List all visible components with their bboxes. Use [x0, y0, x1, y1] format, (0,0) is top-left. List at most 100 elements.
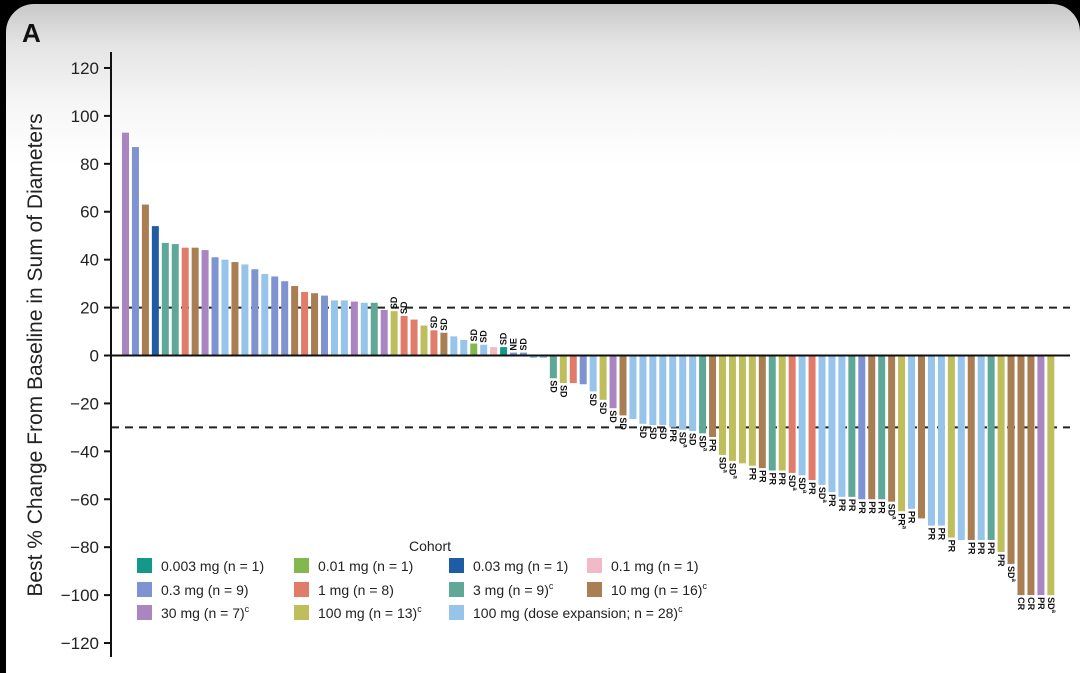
- legend-swatch: [449, 605, 464, 620]
- bar-response-label: PR: [857, 501, 867, 514]
- bar: [738, 355, 746, 464]
- legend-swatch: [449, 582, 464, 597]
- bar: [569, 355, 577, 384]
- legend-swatch: [294, 582, 309, 597]
- bar: [967, 355, 975, 540]
- bar: [868, 355, 876, 500]
- bar-response-label: PR: [837, 499, 847, 512]
- bar: [191, 247, 199, 356]
- legend-item: 0.01 mg (n = 1): [294, 558, 413, 574]
- legend-swatch: [137, 582, 152, 597]
- bar: [798, 355, 806, 476]
- bar: [559, 355, 567, 384]
- bar: [589, 355, 597, 392]
- bar: [231, 262, 239, 356]
- bar-response-label: SD: [479, 330, 489, 343]
- bar: [330, 300, 338, 356]
- bar: [679, 355, 687, 430]
- legend-title: Cohort: [409, 538, 451, 554]
- bar-response-label: SD: [399, 301, 409, 314]
- bar-response-label: PRa: [897, 513, 907, 530]
- bar-response-label: SD: [499, 332, 509, 345]
- bar: [748, 355, 756, 466]
- bar: [649, 355, 657, 425]
- bar: [579, 355, 587, 385]
- bar: [848, 355, 856, 497]
- bar: [768, 355, 776, 471]
- legend-item: 10 mg (n = 16)c: [587, 581, 707, 598]
- bar: [669, 355, 677, 428]
- bar: [539, 355, 547, 358]
- bar-response-label: SD: [648, 427, 658, 440]
- y-tick-label: −100: [61, 586, 99, 605]
- bar-response-label: SD: [558, 385, 568, 398]
- bar-response-label: PR: [807, 482, 817, 495]
- bar-response-label: PR: [986, 542, 996, 555]
- bar-response-label: PR: [847, 499, 857, 512]
- legend-item: 0.03 mg (n = 1): [449, 558, 568, 574]
- bar: [470, 343, 478, 356]
- bar: [1037, 355, 1045, 596]
- bar: [599, 355, 607, 400]
- y-tick-label: −120: [61, 634, 99, 653]
- bar: [380, 309, 388, 356]
- bar: [997, 355, 1005, 552]
- y-tick-label: 100: [71, 107, 99, 126]
- bar: [957, 355, 965, 540]
- bar: [520, 352, 527, 356]
- bar: [719, 355, 726, 455]
- bar-response-label: PR: [827, 494, 837, 507]
- bar-response-label: SDa: [817, 487, 827, 504]
- legend-item: 0.3 mg (n = 9): [137, 582, 249, 598]
- bar-response-label: SDa: [787, 475, 797, 492]
- bar: [321, 295, 328, 356]
- bar: [480, 344, 488, 356]
- bar: [549, 355, 557, 379]
- legend-label: 0.3 mg (n = 9): [161, 582, 249, 598]
- bar: [430, 330, 438, 356]
- bar: [659, 355, 667, 425]
- legend-label: 10 mg (n = 16)c: [611, 581, 707, 598]
- bar-response-label: SDa: [698, 435, 708, 452]
- bar: [828, 355, 836, 493]
- y-tick-label: 20: [80, 299, 99, 318]
- bar: [709, 355, 717, 437]
- bar: [808, 355, 816, 481]
- legend-label: 0.1 mg (n = 1): [611, 558, 699, 574]
- legend-label: 3 mg (n = 9)c: [473, 581, 554, 598]
- legend-label: 0.03 mg (n = 1): [473, 558, 568, 574]
- bar: [201, 250, 209, 356]
- bar: [977, 355, 985, 540]
- bar-response-label: PR: [867, 501, 877, 514]
- bar: [619, 355, 627, 416]
- bar: [122, 132, 129, 356]
- y-tick-label: 80: [80, 155, 99, 174]
- bar: [261, 274, 269, 356]
- bar: [241, 264, 249, 356]
- bar-response-label: SDa: [718, 457, 728, 474]
- bar: [440, 332, 448, 356]
- bar: [161, 242, 169, 356]
- bar-response-label: SD: [658, 427, 668, 440]
- bar-response-label: PR: [926, 528, 936, 541]
- y-tick-label: −60: [70, 490, 99, 509]
- legend-item: 3 mg (n = 9)c: [449, 581, 554, 598]
- bar-response-label: SDa: [797, 477, 807, 494]
- bar: [838, 355, 846, 497]
- legend-swatch: [137, 558, 152, 573]
- bar-response-label: PR: [946, 540, 956, 553]
- bar: [141, 204, 149, 356]
- legend-swatch: [587, 582, 602, 597]
- bar-response-label: SD: [688, 433, 698, 446]
- bar: [689, 355, 697, 431]
- legend-swatch: [294, 558, 309, 573]
- y-tick-label: −20: [70, 394, 99, 413]
- bar-response-label: SDa: [1006, 566, 1016, 583]
- legend-label: 100 mg (dose expansion; n = 28)c: [473, 604, 683, 621]
- bar-response-label: PR: [747, 468, 757, 481]
- bar: [639, 355, 647, 424]
- bar: [420, 325, 428, 356]
- bar: [510, 352, 518, 356]
- bar: [181, 247, 189, 356]
